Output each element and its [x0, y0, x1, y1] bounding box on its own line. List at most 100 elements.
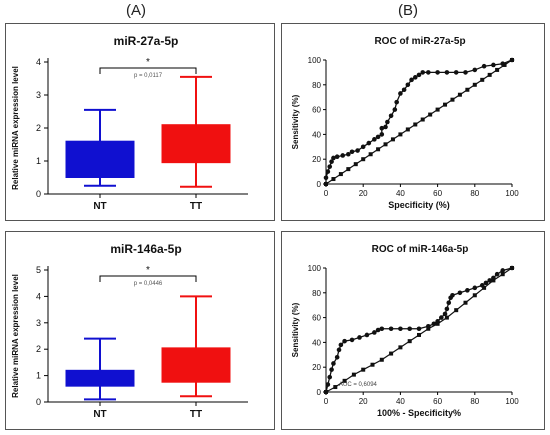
y-tick-label: 3: [36, 318, 41, 328]
roc-point: [340, 153, 346, 158]
roc-point: [325, 169, 331, 174]
reference-point: [353, 162, 358, 167]
roc-point: [444, 70, 450, 75]
reference-point: [361, 367, 366, 372]
box-nt: [65, 140, 135, 178]
y-tick-label: 4: [36, 291, 41, 301]
reference-point: [342, 378, 347, 383]
roc-chart-mir27a: ROC of miR-27a-5p Sensitivity (%) Specific…: [291, 36, 519, 210]
significance-bracket: [99, 275, 197, 282]
reference-point: [333, 385, 338, 390]
roc-point: [407, 326, 412, 332]
chart-title: ROC of miR-27a-5p: [374, 36, 465, 47]
y-tick-label: 3: [36, 90, 41, 100]
x-tick-label: 80: [470, 397, 479, 406]
roc-point: [405, 82, 411, 88]
roc-point: [435, 319, 440, 324]
chart-title: miR-27a-5p: [114, 34, 179, 48]
reference-point: [398, 345, 403, 350]
x-tick-label: 100: [505, 189, 519, 198]
reference-point: [346, 167, 351, 172]
box-chart-mir27a: miR-27a-5p Relative miRNA expression leve…: [11, 34, 248, 212]
roc-point: [360, 144, 366, 150]
roc-point: [323, 181, 329, 187]
roc-point: [383, 124, 388, 130]
roc-point: [392, 107, 398, 112]
roc-point: [334, 354, 340, 360]
y-axis-label: Sensitivity (%): [291, 94, 300, 149]
reference-point: [435, 321, 440, 326]
y-axis-label: Relative miRNA expression level: [11, 274, 20, 398]
reference-point: [383, 142, 388, 147]
auc-annotation: AUC = 0,6094: [339, 382, 378, 388]
roc-point: [491, 62, 496, 68]
reference-point: [370, 362, 375, 367]
box-chart-mir146a: miR-146a-5p Relative miRNA expression lev…: [11, 242, 248, 420]
p-value-label: p = 0,0446: [134, 281, 163, 287]
reference-point: [443, 102, 448, 107]
box-chart-2-frame: miR-146a-5p Relative miRNA expression lev…: [5, 231, 275, 430]
roc-point: [409, 77, 414, 83]
reference-point: [407, 339, 412, 344]
roc-point: [364, 332, 370, 338]
x-tick-label: 60: [433, 397, 442, 406]
y-tick-label: 20: [312, 155, 321, 164]
panel-label-b: (B): [398, 2, 418, 19]
roc-point: [444, 306, 450, 312]
roc-point: [472, 67, 478, 73]
roc-point: [346, 151, 351, 157]
roc-chart-2-frame: ROC of miR-146a-5p Sensitivity (%) 100% - …: [281, 231, 545, 430]
x-tick-label: 20: [359, 397, 368, 406]
roc-point: [342, 338, 347, 344]
reference-point: [500, 272, 505, 277]
y-axis-label: Relative miRNA expression level: [11, 66, 20, 190]
roc-point: [388, 113, 394, 119]
reference-point: [444, 315, 449, 320]
reference-point: [435, 107, 440, 112]
roc-point: [494, 271, 500, 277]
roc-point: [338, 342, 344, 348]
box-chart-1-frame: miR-27a-5p Relative miRNA expression leve…: [5, 23, 275, 221]
roc-point: [394, 99, 399, 105]
significance-star: *: [146, 57, 150, 68]
x-tick-label: 40: [396, 397, 405, 406]
reference-point: [413, 122, 418, 127]
roc-point: [323, 175, 329, 181]
reference-point: [379, 357, 384, 362]
y-tick-label: 0: [36, 397, 41, 407]
roc-point: [453, 70, 459, 75]
roc-point: [327, 374, 333, 380]
y-tick-label: 20: [312, 363, 321, 372]
x-tick-label: 100: [505, 397, 519, 406]
reference-point: [331, 177, 336, 182]
x-tick-label: TT: [190, 409, 202, 420]
roc-point: [416, 326, 422, 332]
reference-point: [450, 97, 455, 102]
roc-point: [435, 70, 440, 75]
roc-point: [442, 311, 448, 317]
reference-point: [428, 112, 433, 117]
roc-point: [416, 72, 422, 78]
roc-point: [439, 315, 444, 320]
x-axis-label: Specificity (%): [388, 200, 450, 210]
roc-point: [463, 70, 468, 75]
y-tick-label: 80: [312, 81, 321, 90]
x-tick-label: 0: [324, 397, 329, 406]
reference-point: [482, 285, 487, 290]
reference-point: [361, 157, 366, 162]
y-tick-label: 40: [312, 338, 321, 347]
roc-point: [357, 335, 362, 340]
roc-point: [349, 337, 355, 343]
roc-point: [426, 70, 431, 75]
reference-point: [389, 351, 394, 356]
roc-point: [327, 164, 333, 169]
roc-point: [329, 367, 334, 372]
roc-point: [509, 57, 515, 63]
y-tick-label: 100: [308, 264, 322, 273]
reference-point: [390, 137, 395, 142]
reference-point: [472, 293, 477, 298]
box-tt: [161, 124, 231, 164]
roc-point: [379, 125, 385, 131]
roc-point: [398, 326, 403, 332]
significance-bracket: [99, 67, 197, 74]
